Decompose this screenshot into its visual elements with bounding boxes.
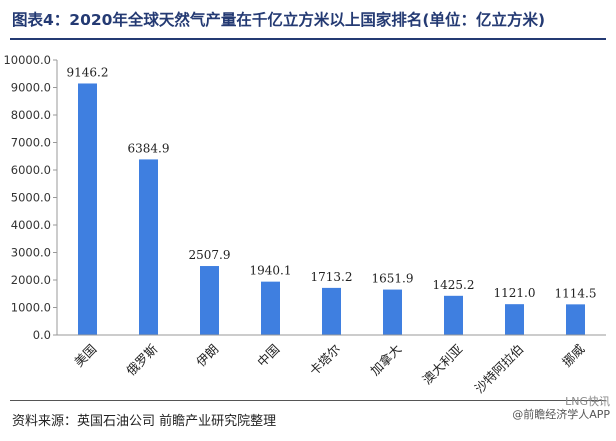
bar [322, 287, 341, 335]
data-label: 1713.2 [311, 270, 353, 284]
x-tick-label: 沙特阿拉伯 [472, 341, 527, 396]
y-tick-label: 3000.0 [11, 246, 51, 260]
x-tick-label: 美国 [71, 341, 99, 369]
bar [139, 159, 158, 335]
x-tick-label: 澳大利亚 [419, 341, 465, 387]
data-label: 6384.9 [128, 141, 170, 155]
x-tick-label: 俄罗斯 [123, 341, 160, 378]
y-tick-label: 0.0 [33, 328, 51, 342]
title-rule [10, 38, 606, 40]
y-axis: 0.0 1000.0 2000.0 3000.0 4000.0 5000.0 6000.0 7… [3, 53, 58, 342]
bar [505, 304, 524, 335]
data-label: 1940.1 [250, 264, 292, 278]
x-tick-label: 伊朗 [193, 341, 221, 369]
bars: 9146.2 6384.9 2507.9 1940.1 1713.2 1651.9 1425… [67, 65, 597, 336]
x-axis: 美国 俄罗斯 伊朗 中国 卡塔尔 加拿大 澳大利亚 沙特阿拉伯 挪威 [57, 334, 606, 396]
data-label: 1121.0 [494, 286, 536, 300]
watermark-line-2: @前瞻经济学人APP [512, 408, 610, 421]
data-label: 2507.9 [189, 248, 231, 262]
x-tick-label: 卡塔尔 [306, 341, 343, 378]
data-label: 9146.2 [67, 65, 109, 79]
source-note: 资料来源：英国石油公司 前瞻产业研究院整理 [12, 414, 277, 429]
bar [444, 295, 463, 335]
y-tick-label: 7000.0 [11, 136, 51, 150]
y-tick-label: 5000.0 [11, 191, 51, 205]
bar [383, 289, 402, 335]
bar [78, 83, 97, 336]
y-tick-label: 8000.0 [11, 108, 51, 122]
footer-rule [10, 400, 606, 401]
y-tick-label: 6000.0 [11, 163, 51, 177]
chart-title: 图表4：2020年全球天然气产量在千亿立方米以上国家排名(单位：亿立方米) [12, 11, 546, 29]
y-tick-label: 2000.0 [11, 273, 51, 287]
x-tick-label: 加拿大 [367, 341, 404, 378]
x-tick-label: 中国 [254, 341, 282, 369]
bar [200, 266, 219, 335]
y-tick-label: 4000.0 [11, 218, 51, 232]
bar [566, 304, 585, 335]
bar [261, 281, 280, 335]
watermark: LNG快讯 @前瞻经济学人APP [470, 395, 610, 421]
data-label: 1651.9 [372, 272, 414, 286]
y-tick-label: 10000.0 [3, 53, 51, 67]
data-label: 1114.5 [555, 286, 597, 300]
x-tick-label: 挪威 [559, 341, 588, 370]
y-tick-label: 1000.0 [11, 301, 51, 315]
y-tick-label: 9000.0 [11, 81, 51, 95]
watermark-line-1: LNG快讯 [565, 395, 610, 408]
data-label: 1425.2 [433, 278, 475, 292]
